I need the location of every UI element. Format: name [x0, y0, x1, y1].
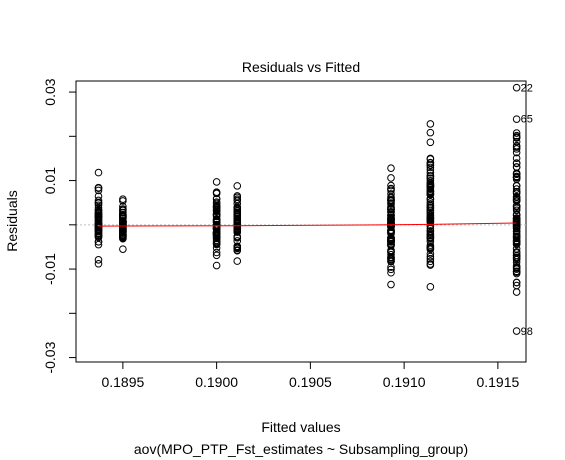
- point-label: 65: [521, 114, 533, 126]
- point-label: 22: [521, 83, 533, 95]
- data-point: [95, 257, 102, 264]
- data-point: [120, 246, 127, 253]
- residual-points: [95, 84, 520, 334]
- y-axis: -0.03 -0.01 0.01 0.03: [42, 78, 76, 373]
- x-tick-label: 0.1895: [101, 374, 144, 390]
- y-tick-label: -0.01: [42, 253, 58, 285]
- data-point: [234, 183, 241, 190]
- data-point: [513, 84, 520, 91]
- outlier-labels: 22 65 98: [521, 83, 533, 338]
- y-tick-label: 0.03: [42, 78, 58, 105]
- x-tick-label: 0.1900: [195, 374, 238, 390]
- x-tick-label: 0.1910: [383, 374, 426, 390]
- x-axis: 0.1895 0.1900 0.1905 0.1910 0.1915: [101, 362, 519, 390]
- data-point: [213, 262, 220, 269]
- point-label: 98: [521, 326, 533, 338]
- data-point: [388, 281, 395, 288]
- data-point: [513, 328, 520, 335]
- data-point: [427, 121, 434, 128]
- data-point: [427, 129, 434, 136]
- chart-title: Residuals vs Fitted: [242, 59, 360, 75]
- data-point: [95, 169, 102, 176]
- y-tick-label: -0.03: [42, 341, 58, 373]
- data-point: [427, 283, 434, 290]
- x-tick-label: 0.1915: [476, 374, 519, 390]
- x-axis-label: Fitted values: [261, 419, 340, 435]
- data-point: [234, 258, 241, 265]
- plot-frame: [76, 81, 526, 362]
- data-point: [513, 116, 520, 123]
- data-point: [427, 139, 434, 146]
- x-tick-label: 0.1905: [289, 374, 332, 390]
- chart-subtitle: aov(MPO_PTP_Fst_estimates ~ Subsampling_…: [134, 441, 468, 457]
- data-point: [513, 289, 520, 296]
- y-tick-label: 0.01: [42, 167, 58, 194]
- data-point: [213, 179, 220, 186]
- data-point: [388, 175, 395, 182]
- y-axis-label: Residuals: [4, 190, 20, 251]
- data-point: [388, 165, 395, 172]
